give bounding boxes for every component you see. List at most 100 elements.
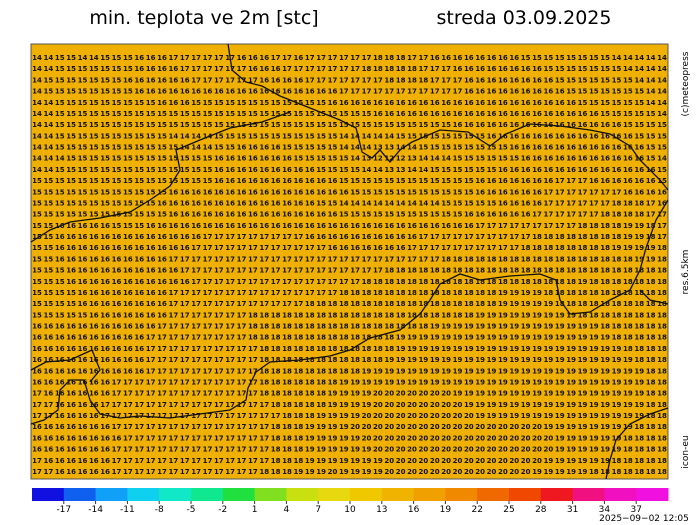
grid-value: 15 <box>66 300 76 308</box>
grid-value: 16 <box>100 311 110 319</box>
colorbar-swatch <box>159 488 192 501</box>
grid-value: 18 <box>339 323 349 331</box>
grid-value: 18 <box>646 323 656 331</box>
grid-value: 16 <box>487 54 497 62</box>
grid-value: 20 <box>396 434 406 442</box>
grid-value: 16 <box>100 423 110 431</box>
grid-value: 15 <box>32 233 42 241</box>
grid-value: 17 <box>157 446 167 454</box>
grid-value: 15 <box>43 267 53 275</box>
grid-value: 18 <box>555 244 565 252</box>
grid-value: 17 <box>271 267 281 275</box>
grid-value: 15 <box>475 132 485 140</box>
grid-value: 16 <box>225 188 235 196</box>
grid-value: 18 <box>396 54 406 62</box>
colorbar-tick-label: 7 <box>315 505 321 515</box>
grid-value: 17 <box>498 244 508 252</box>
grid-value: 17 <box>157 401 167 409</box>
grid-value: 15 <box>339 155 349 163</box>
grid-value: 17 <box>203 289 213 297</box>
grid-value: 16 <box>396 110 406 118</box>
grid-value: 16 <box>509 211 519 219</box>
grid-value: 16 <box>271 211 281 219</box>
grid-value: 15 <box>89 65 99 73</box>
grid-value: 18 <box>384 65 394 73</box>
grid-value: 16 <box>532 188 542 196</box>
grid-value: 15 <box>328 144 338 152</box>
grid-value: 19 <box>589 367 599 375</box>
grid-value: 19 <box>475 378 485 386</box>
grid-value: 18 <box>339 300 349 308</box>
grid-value: 16 <box>225 155 235 163</box>
grid-value: 15 <box>112 222 122 230</box>
grid-value: 19 <box>589 334 599 342</box>
grid-value: 16 <box>78 434 88 442</box>
grid-value: 19 <box>612 345 622 353</box>
grid-value: 17 <box>180 65 190 73</box>
grid-value: 16 <box>487 65 497 73</box>
grid-value: 17 <box>191 65 201 73</box>
grid-value: 19 <box>316 412 326 420</box>
grid-value: 17 <box>362 76 372 84</box>
grid-value: 18 <box>407 278 417 286</box>
grid-value: 17 <box>214 468 224 476</box>
colorbar-swatch <box>127 488 160 501</box>
grid-value: 15 <box>100 99 110 107</box>
grid-value: 16 <box>532 99 542 107</box>
grid-value: 16 <box>475 188 485 196</box>
grid-value: 15 <box>89 110 99 118</box>
grid-value: 15 <box>100 166 110 174</box>
grid-value: 15 <box>43 211 53 219</box>
grid-value: 19 <box>350 401 360 409</box>
grid-value: 19 <box>543 311 553 319</box>
grid-value: 15 <box>350 110 360 118</box>
grid-value: 17 <box>305 255 315 263</box>
grid-value: 19 <box>521 412 531 420</box>
grid-value: 16 <box>532 144 542 152</box>
grid-value: 18 <box>646 390 656 398</box>
grid-value: 15 <box>350 166 360 174</box>
grid-value: 18 <box>612 199 622 207</box>
grid-value: 15 <box>32 244 42 252</box>
grid-value: 15 <box>146 121 156 129</box>
grid-value: 19 <box>407 378 417 386</box>
grid-value: 16 <box>66 378 76 386</box>
grid-value: 16 <box>259 54 269 62</box>
grid-value: 16 <box>282 188 292 196</box>
grid-value: 16 <box>396 99 406 107</box>
grid-value: 16 <box>112 367 122 375</box>
grid-value: 19 <box>578 278 588 286</box>
grid-value: 16 <box>89 378 99 386</box>
grid-value: 15 <box>418 177 428 185</box>
grid-value: 17 <box>168 255 178 263</box>
grid-value: 15 <box>339 121 349 129</box>
grid-value: 19 <box>339 423 349 431</box>
grid-value: 19 <box>362 390 372 398</box>
grid-value: 18 <box>282 401 292 409</box>
grid-value: 16 <box>271 76 281 84</box>
grid-value: 15 <box>78 110 88 118</box>
grid-value: 18 <box>441 267 451 275</box>
grid-value: 16 <box>168 88 178 96</box>
grid-value: 16 <box>225 166 235 174</box>
grid-value: 17 <box>214 289 224 297</box>
grid-value: 16 <box>214 177 224 185</box>
grid-value: 16 <box>305 233 315 241</box>
grid-value: 18 <box>566 278 576 286</box>
grid-value: 17 <box>123 423 133 431</box>
grid-value: 15 <box>123 65 133 73</box>
grid-value: 18 <box>555 289 565 297</box>
grid-value: 18 <box>634 211 644 219</box>
grid-value: 18 <box>293 323 303 331</box>
grid-value: 17 <box>521 233 531 241</box>
grid-value: 14 <box>407 166 417 174</box>
grid-value: 17 <box>180 334 190 342</box>
grid-value: 16 <box>487 99 497 107</box>
grid-value: 18 <box>259 390 269 398</box>
grid-value: 15 <box>464 177 474 185</box>
grid-value: 17 <box>146 457 156 465</box>
grid-value: 20 <box>418 434 428 442</box>
grid-value: 19 <box>555 345 565 353</box>
grid-value: 19 <box>600 334 610 342</box>
grid-value: 17 <box>134 401 144 409</box>
